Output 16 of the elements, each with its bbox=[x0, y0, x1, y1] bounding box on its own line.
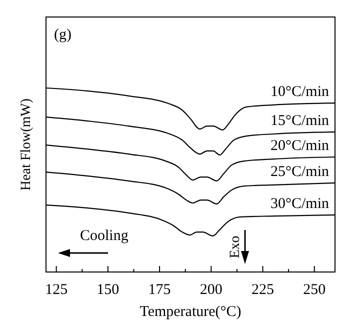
series-label: 25°C/min bbox=[270, 164, 330, 180]
x-axis-title: Temperature(°C) bbox=[140, 304, 242, 320]
x-tick-label: 225 bbox=[252, 282, 274, 298]
annotation: Cooling bbox=[80, 228, 129, 244]
x-tick-label: 125 bbox=[45, 282, 68, 298]
x-tick-label: 200 bbox=[200, 282, 222, 298]
x-tick-label: 175 bbox=[148, 282, 171, 298]
series-label: 10°C/min bbox=[270, 84, 330, 100]
text: (g) bbox=[54, 27, 72, 43]
y-axis-title: Heat Flow(mW) bbox=[19, 98, 34, 191]
x-tick-label: 150 bbox=[96, 282, 120, 298]
x-tick-label: 250 bbox=[303, 282, 326, 298]
series-label: 20°C/min bbox=[270, 138, 330, 154]
series-label: 30°C/min bbox=[270, 196, 330, 212]
series-label: 15°C/min bbox=[270, 112, 330, 129]
annotation: Exo bbox=[228, 236, 243, 258]
